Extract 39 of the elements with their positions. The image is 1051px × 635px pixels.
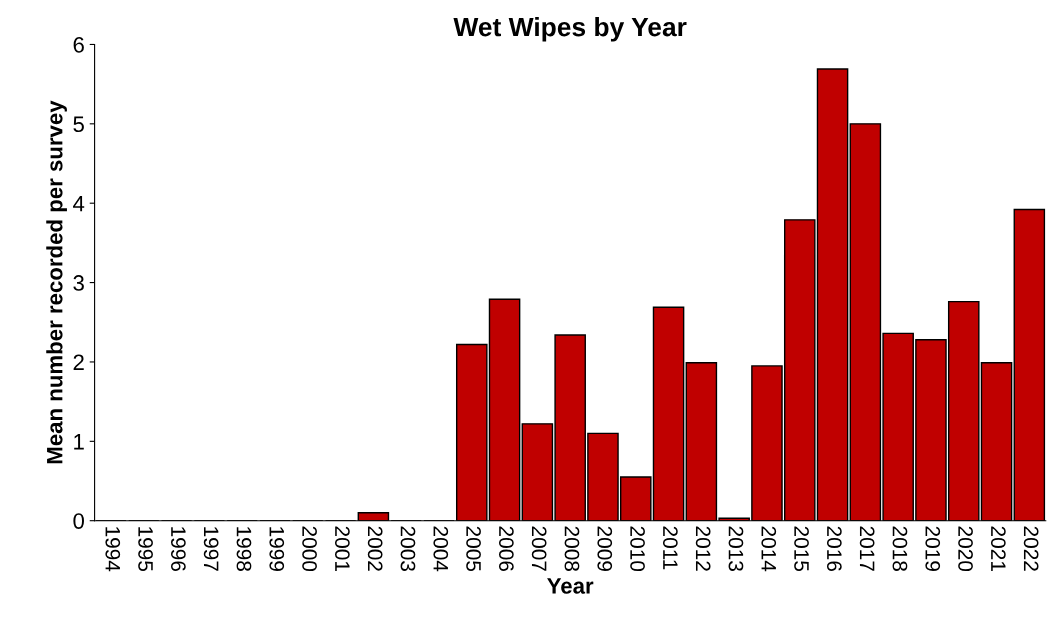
x-tick-label: 2012	[695, 526, 711, 571]
x-tick-label: 2011	[662, 526, 678, 570]
x-tick-label: 2004	[433, 526, 449, 572]
y-tick-label: 0	[73, 513, 84, 529]
x-tick-label: 2019	[925, 526, 941, 571]
x-tick-label: 1998	[236, 527, 252, 571]
x-tick-label: 2000	[302, 526, 317, 572]
y-tick-label: 1	[74, 434, 84, 450]
x-tick-label: 1999	[269, 527, 285, 571]
x-tick-label: 2008	[564, 526, 580, 571]
x-tick-label: 1995	[138, 527, 153, 572]
x-tick-label: 2018	[892, 526, 908, 571]
x-tick-label: 2003	[400, 526, 416, 571]
x-tick-label: 2016	[826, 526, 842, 571]
x-tick-label: 2014	[761, 526, 777, 572]
x-tick-label: 1996	[170, 527, 186, 571]
x-tick-label: 2013	[728, 526, 744, 571]
x-tick-label: 2009	[597, 526, 613, 571]
x-tick-label: 2010	[630, 526, 645, 572]
x-tick-label: 2017	[859, 526, 875, 571]
x-tick-label: 2021	[990, 526, 1006, 571]
x-tick-label: 2001	[334, 526, 350, 571]
y-tick-label: 2	[73, 354, 84, 370]
x-tick-label: 2007	[531, 526, 547, 571]
y-axis-title: Mean number recorded per survey	[46, 100, 67, 464]
x-tick-label: 2002	[367, 526, 383, 571]
x-tick-label: 2006	[498, 526, 514, 571]
x-tick-label: 2015	[794, 526, 809, 572]
x-tick-label: 2020	[958, 526, 973, 572]
x-tick-label: 2022	[1023, 526, 1039, 571]
y-tick-label: 5	[73, 116, 84, 133]
x-tick-label: 1997	[203, 527, 219, 571]
chart-title: Wet Wipes by Year	[453, 16, 687, 42]
y-tick-label: 3	[73, 275, 84, 291]
y-tick-label: 4	[73, 195, 85, 212]
x-axis-title: Year	[547, 578, 594, 594]
x-tick-label: 1994	[105, 527, 121, 572]
x-tick-label: 2005	[466, 526, 481, 572]
y-tick-label: 6	[73, 36, 84, 53]
